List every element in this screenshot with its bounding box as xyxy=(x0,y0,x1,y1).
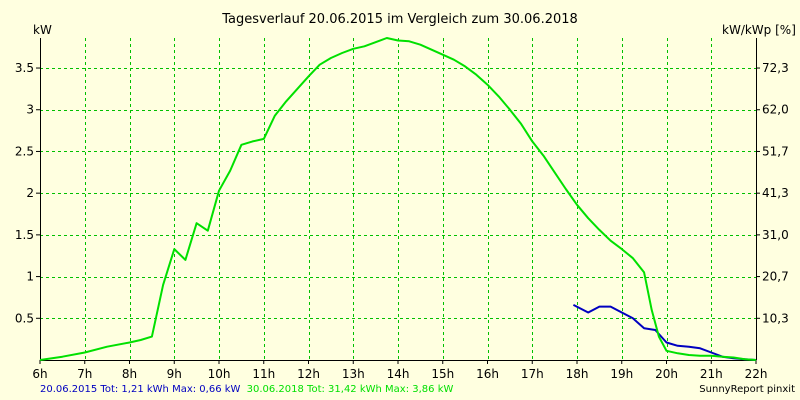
x-tick-label: 21h xyxy=(700,367,723,381)
grid-lines xyxy=(40,38,756,360)
x-tick-label: 16h xyxy=(476,367,499,381)
y-tick-label-left: 2.5 xyxy=(15,144,34,158)
x-tick-label: 7h xyxy=(77,367,92,381)
legend-2018: 30.06.2018 Tot: 31,42 kWh Max: 3,86 kW xyxy=(247,384,454,395)
x-tick-label: 14h xyxy=(387,367,410,381)
y-tick-label-right: 72,3 xyxy=(762,61,789,75)
x-tick-label: 11h xyxy=(252,367,275,381)
y-tick-label-right: 41,3 xyxy=(762,186,789,200)
x-tick-label: 20h xyxy=(655,367,678,381)
x-tick-label: 18h xyxy=(566,367,589,381)
x-tick-label: 22h xyxy=(745,367,768,381)
x-tick-label: 12h xyxy=(297,367,320,381)
x-tick-label: 17h xyxy=(521,367,544,381)
legend-2015: 20.06.2015 Tot: 1,21 kWh Max: 0,66 kW xyxy=(40,384,241,395)
y-tick-label-left: 0.5 xyxy=(15,311,34,325)
y-tick-label-right: 62,0 xyxy=(762,103,789,117)
x-tick-label: 15h xyxy=(431,367,454,381)
series-line-30-06-2018 xyxy=(39,37,757,361)
x-tick-label: 10h xyxy=(208,367,231,381)
series-line-20-06-2015 xyxy=(572,304,757,361)
y-tick-label-left: 1 xyxy=(26,270,34,284)
y-axis-right-ticks: 10,3 20,7 31,0 41,3 51,7 62,0 72,3 xyxy=(756,61,789,325)
x-tick-label: 6h xyxy=(32,367,47,381)
y-tick-label-right: 20,7 xyxy=(762,270,789,284)
y-axis-left-ticks: 0.5 1 1.5 2 2.5 3 3.5 xyxy=(15,61,40,325)
x-axis-ticks: 6h 7h 8h 9h 10h 11h 12h 13h 14h 15h 16h 17h 18h 19h 20… xyxy=(32,360,767,381)
x-tick-label: 9h xyxy=(167,367,182,381)
y-tick-label-left: 2 xyxy=(26,186,34,200)
y-axis-label-left: kW xyxy=(33,23,52,37)
y-tick-label-right: 10,3 xyxy=(762,311,789,325)
y-tick-label-right: 51,7 xyxy=(762,144,789,158)
series-lines xyxy=(39,37,757,361)
x-tick-label: 13h xyxy=(342,367,365,381)
y-axis-label-right: kW/kWp [%] xyxy=(722,23,796,37)
credit-text: SunnyReport pinxit xyxy=(699,384,795,395)
x-tick-label: 19h xyxy=(610,367,633,381)
chart-title: Tagesverlauf 20.06.2015 im Vergleich zum… xyxy=(221,12,578,27)
footer-legend: 20.06.2015 Tot: 1,21 kWh Max: 0,66 kW 30… xyxy=(40,384,453,395)
y-tick-label-left: 3.5 xyxy=(15,61,34,75)
y-tick-label-right: 31,0 xyxy=(762,228,789,242)
y-tick-label-left: 1.5 xyxy=(15,228,34,242)
x-tick-label: 8h xyxy=(122,367,137,381)
y-tick-label-left: 3 xyxy=(26,103,34,117)
